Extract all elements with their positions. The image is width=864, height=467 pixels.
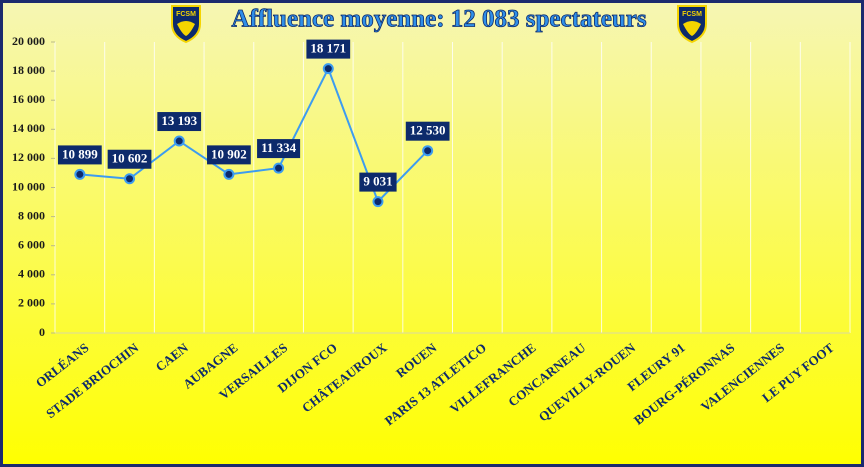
logo-text: FCSM <box>682 11 702 18</box>
y-tick-label: 8 000 <box>18 208 45 222</box>
data-label-text: 9 031 <box>363 174 392 189</box>
y-tick-label: 4 000 <box>18 267 45 281</box>
data-label: 12 530 <box>405 121 450 141</box>
data-label-text: 10 602 <box>112 151 148 166</box>
chart-title: Affluence moyenne: 12 083 spectateurs <box>231 6 646 33</box>
y-tick-label: 10 000 <box>12 179 45 193</box>
data-label-text: 11 334 <box>261 140 297 155</box>
data-label-box <box>57 145 102 165</box>
data-label-text: 12 530 <box>410 123 446 138</box>
data-label-text: 18 171 <box>310 41 346 56</box>
data-label-text: 13 193 <box>161 113 197 128</box>
data-label-text: 10 902 <box>211 146 247 161</box>
y-tick-label: 20 000 <box>12 34 45 48</box>
logo: FCSM <box>171 5 201 44</box>
data-label: 10 899 <box>57 145 102 165</box>
data-point <box>173 135 185 147</box>
data-label: 10 902 <box>207 145 251 165</box>
y-tick-label: 12 000 <box>12 150 45 164</box>
data-point <box>372 196 384 208</box>
y-tick-label: 6 000 <box>18 237 45 251</box>
data-label-box <box>207 145 251 165</box>
data-label-box <box>306 39 351 59</box>
data-label-box <box>359 172 397 192</box>
data-label-box <box>157 112 202 132</box>
y-tick-label: 16 000 <box>12 92 45 106</box>
data-label: 13 193 <box>157 112 202 132</box>
y-tick-label: 14 000 <box>12 121 45 135</box>
data-point <box>223 168 235 180</box>
logo-text: FCSM <box>176 11 196 18</box>
data-point <box>124 173 136 185</box>
data-label-box <box>257 139 301 159</box>
data-point <box>273 162 285 174</box>
y-tick-label: 18 000 <box>12 63 45 77</box>
data-point <box>422 145 434 157</box>
data-label-box <box>107 149 152 169</box>
data-point <box>74 168 86 180</box>
data-label: 18 171 <box>306 39 351 59</box>
data-label: 10 602 <box>107 149 152 169</box>
logo: FCSM <box>677 5 707 44</box>
data-label: 11 334 <box>257 139 301 159</box>
data-label: 9 031 <box>359 172 397 192</box>
y-tick-label: 2 000 <box>18 296 45 310</box>
data-label-text: 10 899 <box>62 146 98 161</box>
data-label-box <box>405 121 450 141</box>
y-tick-label: 0 <box>39 325 45 339</box>
data-point <box>322 63 334 75</box>
